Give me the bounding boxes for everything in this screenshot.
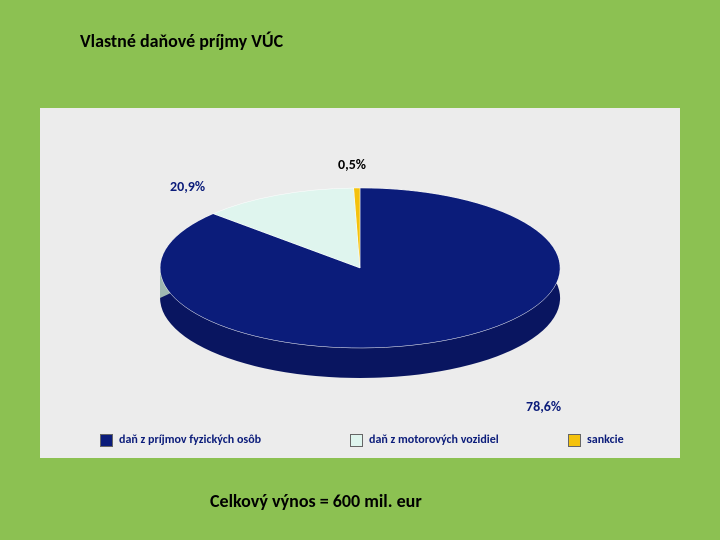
legend-swatch-dan-vozidiel <box>350 434 363 447</box>
legend-swatch-sankcie <box>568 434 581 447</box>
legend-swatch-dan-prijmov <box>100 434 113 447</box>
legend-item-sankcie: sankcie <box>568 433 624 447</box>
legend-label-dan-prijmov: daň z príjmov fyzických osôb <box>119 433 261 447</box>
legend-label-sankcie: sankcie <box>587 433 624 447</box>
footer-summary: Celkový výnos = 600 mil. eur <box>210 490 422 512</box>
chart-panel: 78,6% 20,9% 0,5% daň z príjmov fyzických… <box>40 108 680 458</box>
pct-label-sankcie: 0,5% <box>338 156 366 173</box>
pct-label-dan-prijmov: 78,6% <box>526 398 561 415</box>
page-title: Vlastné daňové príjmy VÚC <box>80 30 283 52</box>
legend-item-dan-vozidiel: daň z motorových vozidiel <box>350 433 499 447</box>
pct-label-dan-vozidiel: 20,9% <box>170 178 205 195</box>
slide: Vlastné daňové príjmy VÚC 78,6% 20,9% 0,… <box>0 0 720 540</box>
legend-item-dan-prijmov: daň z príjmov fyzických osôb <box>100 433 261 447</box>
legend-label-dan-vozidiel: daň z motorových vozidiel <box>369 433 499 447</box>
